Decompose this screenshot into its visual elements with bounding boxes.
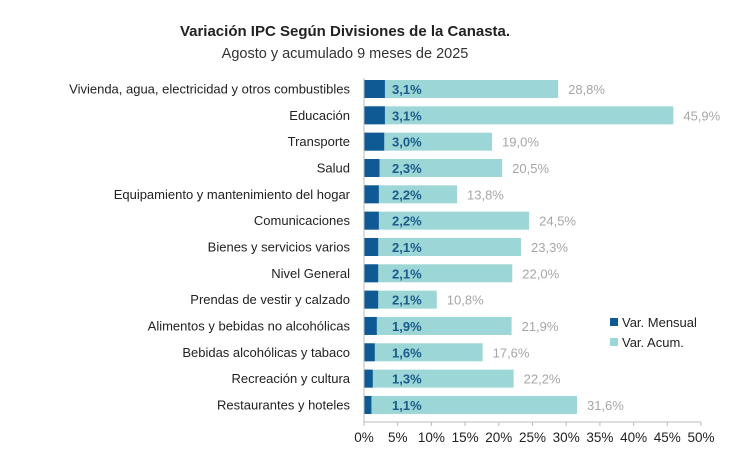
x-tick-label: 45% xyxy=(654,430,681,445)
x-tick-label: 40% xyxy=(620,430,647,445)
category-label: Alimentos y bebidas no alcohólicas xyxy=(148,318,351,333)
bar-mensual xyxy=(364,158,380,177)
bar-mensual xyxy=(364,80,385,98)
chart-subtitle: Agosto y acumulado 9 meses de 2025 xyxy=(222,46,469,62)
category-label: Restaurantes y hoteles xyxy=(217,397,350,412)
x-tick-label: 20% xyxy=(485,430,512,445)
data-label-mensual: 2,3% xyxy=(392,161,422,176)
bar-acumulado xyxy=(364,264,513,283)
data-label-acumulado: 13,8% xyxy=(467,187,504,202)
x-tick-label: 10% xyxy=(418,430,445,445)
data-label-acumulado: 24,5% xyxy=(539,214,576,229)
data-label-mensual: 2,1% xyxy=(392,266,422,281)
bar-mensual xyxy=(364,185,379,204)
bar-acumulado xyxy=(364,80,559,98)
legend-swatch xyxy=(610,338,618,346)
data-label-mensual: 2,2% xyxy=(392,214,422,229)
bar-mensual xyxy=(364,290,379,309)
data-label-mensual: 2,2% xyxy=(392,187,422,202)
bar-mensual xyxy=(364,343,375,362)
data-label-mensual: 3,1% xyxy=(392,108,422,123)
data-label-acumulado: 21,9% xyxy=(522,319,559,334)
bar-mensual xyxy=(364,132,385,151)
data-label-acumulado: 31,6% xyxy=(587,398,624,413)
data-label-mensual: 1,1% xyxy=(392,398,422,413)
chart-title: Variación IPC Según Divisiones de la Can… xyxy=(180,23,510,40)
bar-acumulado xyxy=(364,395,577,414)
category-label: Salud xyxy=(317,160,350,175)
bar-acumulado xyxy=(364,211,530,230)
data-label-mensual: 1,6% xyxy=(392,345,422,360)
category-label: Bienes y servicios varios xyxy=(208,239,351,254)
x-tick-label: 30% xyxy=(553,430,580,445)
data-label-acumulado: 28,8% xyxy=(568,82,605,97)
bar-acumulado xyxy=(364,290,437,309)
bar-acumulado xyxy=(364,316,512,335)
bar-acumulado xyxy=(364,369,514,388)
bar-mensual xyxy=(364,237,379,256)
data-label-mensual: 3,1% xyxy=(392,82,422,97)
bar-mensual xyxy=(364,316,377,335)
data-label-mensual: 1,9% xyxy=(392,319,422,334)
data-label-acumulado: 17,6% xyxy=(493,345,530,360)
bar-mensual xyxy=(364,211,379,230)
bar-acumulado xyxy=(364,185,458,204)
data-label-acumulado: 22,0% xyxy=(522,266,559,281)
data-label-acumulado: 45,9% xyxy=(683,108,720,123)
bar-acumulado xyxy=(364,158,503,177)
category-label: Recreación y cultura xyxy=(232,371,351,386)
x-tick-label: 25% xyxy=(519,430,546,445)
data-label-mensual: 2,1% xyxy=(392,293,422,308)
bar-mensual xyxy=(364,395,372,414)
bar-mensual xyxy=(364,106,385,125)
bar-mensual xyxy=(364,369,373,388)
data-label-acumulado: 20,5% xyxy=(512,161,549,176)
x-tick-label: 5% xyxy=(388,430,408,445)
category-label: Bebidas alcohólicas y tabaco xyxy=(182,345,350,360)
x-tick-label: 0% xyxy=(354,430,374,445)
data-label-acumulado: 22,2% xyxy=(524,372,561,387)
x-tick-label: 15% xyxy=(452,430,479,445)
category-label: Transporte xyxy=(288,134,350,149)
bar-acumulado xyxy=(364,343,483,362)
category-label: Comunicaciones xyxy=(254,213,351,228)
data-label-acumulado: 19,0% xyxy=(502,135,539,150)
category-label: Nivel General xyxy=(271,266,350,281)
category-label: Equipamiento y mantenimiento del hogar xyxy=(114,187,351,202)
bar-acumulado xyxy=(364,237,522,256)
legend-label: Var. Acum. xyxy=(622,335,684,350)
bar-mensual xyxy=(364,264,379,283)
legend-label: Var. Mensual xyxy=(622,315,697,330)
legend-swatch xyxy=(610,318,618,326)
category-label: Vivienda, agua, electricidad y otros com… xyxy=(69,82,350,97)
bar-acumulado xyxy=(364,106,674,125)
data-label-mensual: 3,0% xyxy=(392,135,422,150)
data-label-mensual: 1,3% xyxy=(392,372,422,387)
x-tick-label: 50% xyxy=(687,430,714,445)
bar-acumulado xyxy=(364,132,493,151)
data-label-acumulado: 10,8% xyxy=(447,293,484,308)
category-label: Educación xyxy=(289,108,350,123)
category-label: Prendas de vestir y calzado xyxy=(190,292,350,307)
data-label-mensual: 2,1% xyxy=(392,240,422,255)
data-label-acumulado: 23,3% xyxy=(531,240,568,255)
x-tick-label: 35% xyxy=(586,430,613,445)
